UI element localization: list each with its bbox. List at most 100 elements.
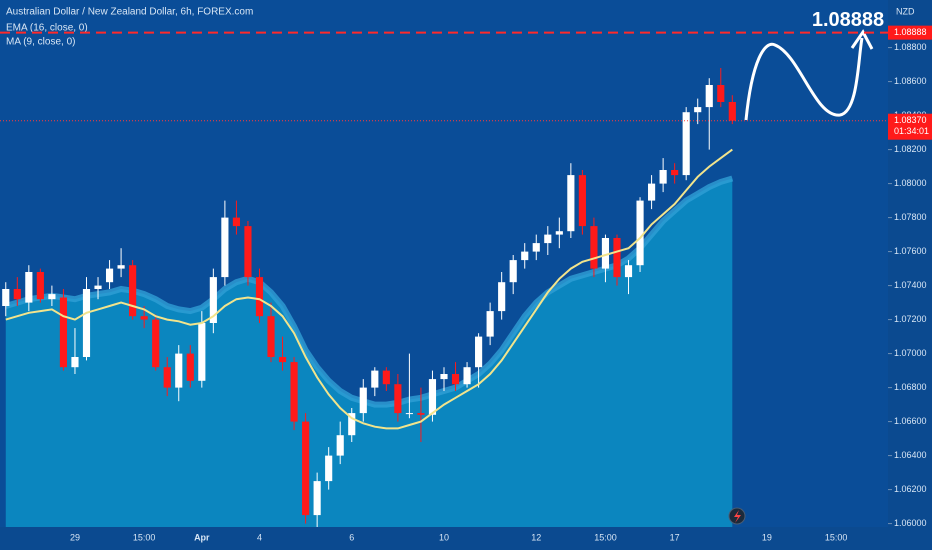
candle-body	[290, 362, 298, 422]
candle-body	[175, 353, 183, 388]
axis-unit: NZD	[896, 6, 915, 16]
y-tick-label: 1.08600	[894, 76, 927, 86]
x-tick-label: 17	[670, 532, 680, 542]
candle-body	[521, 251, 529, 261]
candle-body	[348, 413, 356, 436]
x-tick-label: 15:00	[825, 532, 848, 542]
candle-body	[717, 85, 725, 102]
candle-body	[475, 336, 483, 368]
target-tag	[888, 25, 932, 40]
candle-body	[25, 272, 33, 303]
candle-body	[728, 102, 736, 121]
y-tick-label: 1.08000	[894, 178, 927, 188]
x-tick-label: 29	[70, 532, 80, 542]
candle-body	[705, 85, 713, 108]
candle-body	[2, 289, 10, 306]
y-tick-label: 1.07600	[894, 246, 927, 256]
x-tick-label: Apr	[194, 532, 210, 542]
candle-body	[648, 183, 656, 201]
candle-body	[221, 217, 229, 278]
candle-body	[659, 170, 667, 184]
x-tick-label: 4	[257, 532, 262, 542]
x-tick-label: 19	[762, 532, 772, 542]
candle-body	[152, 319, 160, 368]
candle-body	[371, 370, 379, 388]
candle-body	[578, 175, 586, 227]
candle-body	[198, 323, 206, 381]
candle-body	[555, 231, 563, 235]
candle-body	[682, 112, 690, 176]
candle-body	[601, 238, 610, 269]
ma-line	[4, 175, 734, 408]
y-tick-label: 1.06400	[894, 450, 927, 460]
candle-body	[428, 379, 437, 415]
legend-entry: MA (9, close, 0)	[6, 37, 75, 48]
candle-body	[267, 316, 275, 357]
candle-body	[440, 374, 448, 380]
candle-body	[636, 200, 644, 266]
candle-body	[336, 435, 344, 456]
x-tick-label: 10	[439, 532, 449, 542]
candle-body	[624, 265, 633, 278]
candle-body	[590, 226, 598, 269]
candle-body	[232, 217, 240, 227]
y-tick-label: 1.06000	[894, 518, 927, 528]
candle-body	[244, 226, 252, 278]
candle-body	[451, 374, 460, 385]
x-tick-label: 12	[531, 532, 541, 542]
candle-body	[140, 316, 148, 320]
candle-body	[255, 277, 264, 317]
candle-body	[36, 272, 44, 300]
candle-body	[105, 268, 114, 283]
y-tick-label: 1.07400	[894, 280, 927, 290]
candle-body	[463, 367, 471, 385]
candle-body	[486, 311, 494, 337]
legend-entry: EMA (16, close, 0)	[6, 23, 88, 34]
ma-area	[5, 178, 733, 527]
candle-body	[82, 289, 91, 357]
target-tag-label: 1.08888	[894, 27, 927, 37]
y-tick-label: 1.06600	[894, 416, 927, 426]
countdown-label: 01:34:01	[894, 126, 929, 136]
target-annotation: 1.08888	[812, 9, 884, 31]
candle-body	[394, 384, 402, 414]
candle-body	[417, 413, 425, 415]
x-tick-label: 15:00	[133, 532, 156, 542]
candle-body	[694, 107, 702, 113]
forecast-arrowhead	[850, 29, 874, 50]
alert-bolt	[734, 510, 741, 523]
candle-body	[532, 243, 540, 252]
y-tick-label: 1.06200	[894, 484, 927, 494]
candle-body	[186, 353, 194, 381]
candle-body	[71, 357, 79, 368]
forecast-curve	[744, 37, 864, 121]
candle-body	[94, 285, 102, 289]
price-tag-label: 1.08370	[894, 115, 927, 125]
y-tick-label: 1.06800	[894, 382, 927, 392]
candle-body	[163, 367, 171, 388]
price-tag	[888, 113, 932, 140]
candle-body	[567, 175, 575, 232]
y-tick-label: 1.07800	[894, 212, 927, 222]
candle-body	[129, 265, 137, 317]
candle-body	[544, 234, 552, 244]
candle-body	[117, 265, 125, 269]
x-tick-label: 15:00	[594, 532, 617, 542]
candle-body	[209, 277, 217, 323]
candle-body	[278, 357, 287, 363]
y-tick-label: 1.08800	[894, 42, 927, 52]
candle-body	[48, 294, 56, 300]
candle-body	[325, 455, 333, 482]
y-tick-label: 1.08200	[894, 144, 927, 154]
y-tick-label: 1.07200	[894, 314, 927, 324]
candle-body	[509, 260, 517, 283]
candle-body	[302, 421, 310, 516]
candle-body	[405, 413, 413, 415]
candle-body	[313, 481, 321, 516]
y-tick-label: 1.07000	[894, 348, 927, 358]
candle-body	[613, 238, 621, 278]
candle-body	[359, 387, 367, 414]
candle-body	[382, 370, 390, 385]
candle-body	[671, 170, 679, 176]
candle-body	[13, 289, 21, 300]
